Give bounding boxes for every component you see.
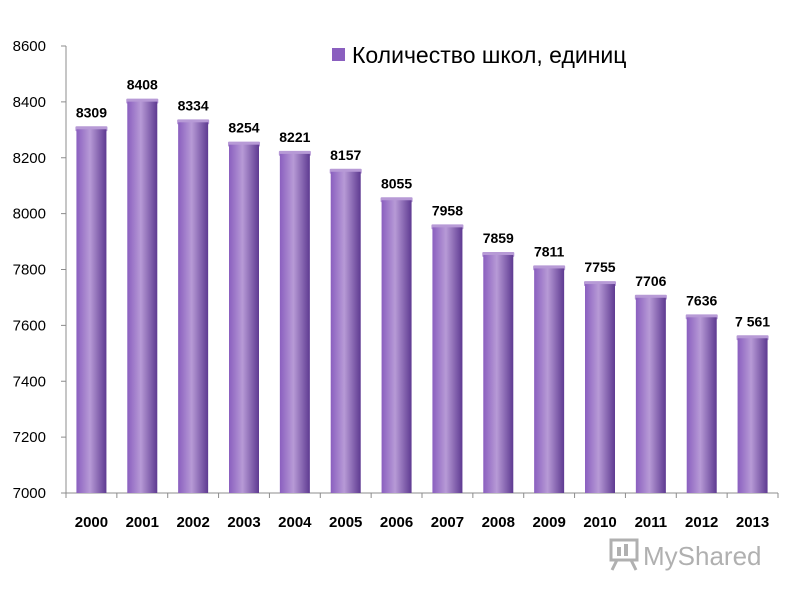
- x-tick-label: 2003: [227, 514, 260, 531]
- data-label: 7958: [432, 202, 463, 218]
- legend: Количество школ, единиц: [332, 42, 626, 68]
- bar-body: [483, 255, 514, 493]
- bar: [329, 168, 362, 493]
- bar-body: [178, 122, 209, 493]
- x-tick-label: 2001: [126, 514, 159, 531]
- y-tick-label: 7200: [13, 429, 46, 446]
- x-tick-label: 2008: [482, 514, 515, 531]
- bar-body: [686, 317, 717, 493]
- bar: [126, 98, 159, 493]
- bars: [75, 98, 769, 493]
- legend-swatch: [332, 48, 345, 61]
- data-label: 7811: [534, 243, 565, 259]
- bar-body: [432, 227, 463, 493]
- bar-body: [737, 338, 768, 493]
- bar-body: [381, 200, 412, 493]
- bar: [75, 126, 108, 493]
- data-label: 7755: [584, 259, 615, 275]
- x-tick-label: 2009: [532, 514, 565, 531]
- x-tick-label: 2004: [278, 514, 312, 531]
- y-tick-label: 8200: [13, 150, 46, 167]
- bar: [634, 294, 667, 493]
- bar: [685, 314, 718, 493]
- data-label: 8334: [178, 97, 209, 113]
- bar-body: [534, 268, 565, 493]
- x-tick-label: 2002: [176, 514, 209, 531]
- y-tick-label: 8400: [13, 94, 46, 111]
- data-label: 8254: [228, 120, 259, 136]
- x-tick-labels: 2000 2001 2002 2003 2004 2005 2006 2007 2008 2009…: [75, 514, 770, 531]
- x-tick-label: 2000: [75, 514, 108, 531]
- watermark: MyShared: [609, 538, 762, 571]
- y-tick-label: 8000: [13, 206, 46, 223]
- data-label: 8221: [279, 129, 310, 145]
- data-label: 7636: [686, 292, 717, 308]
- legend-label: Количество школ, единиц: [352, 42, 626, 68]
- data-label: 8157: [330, 147, 361, 163]
- watermark-text: MyShared: [643, 541, 762, 571]
- bar: [228, 141, 260, 493]
- bar-body: [635, 297, 666, 493]
- bar-body: [229, 144, 259, 493]
- data-label: 7706: [635, 273, 666, 289]
- data-label: 7859: [483, 230, 514, 246]
- axes: [61, 45, 779, 498]
- bar-body: [127, 101, 158, 493]
- bar: [380, 197, 413, 493]
- x-tick-label: 2005: [329, 514, 362, 531]
- bar: [482, 252, 515, 493]
- x-tick-label: 2010: [583, 514, 616, 531]
- y-tick-label: 7800: [13, 262, 46, 279]
- x-tick-label: 2012: [685, 514, 718, 531]
- bar-body: [585, 284, 615, 493]
- x-tick-label: 2013: [736, 514, 769, 531]
- x-tick-label: 2011: [635, 514, 668, 531]
- data-label: 7 561: [735, 313, 770, 329]
- x-tick-label: 2006: [380, 514, 413, 531]
- data-label: 8309: [76, 104, 107, 120]
- bar: [584, 281, 616, 493]
- bar: [736, 335, 769, 493]
- bar: [278, 150, 311, 493]
- y-tick-label: 7400: [13, 373, 46, 390]
- bar: [177, 119, 210, 493]
- presentation-board-icon: [609, 538, 639, 571]
- bar-body: [76, 129, 107, 493]
- y-tick-label: 7000: [13, 485, 46, 502]
- y-tick-label: 8600: [13, 38, 46, 55]
- data-label: 8055: [381, 175, 412, 191]
- data-label: 8408: [127, 77, 158, 93]
- y-tick-label: 7600: [13, 317, 46, 334]
- y-tick-labels: 7000 7200 7400 7600 7800 8000 8200 8400 8600: [13, 38, 46, 502]
- bar: [431, 224, 464, 493]
- bar-body: [330, 171, 361, 493]
- data-labels: 8309 8408 8334 8254 8221 8157 8055 7958 7859 7811…: [76, 77, 770, 330]
- bar: [533, 265, 566, 493]
- x-tick-label: 2007: [431, 514, 464, 531]
- bar-body: [279, 153, 310, 493]
